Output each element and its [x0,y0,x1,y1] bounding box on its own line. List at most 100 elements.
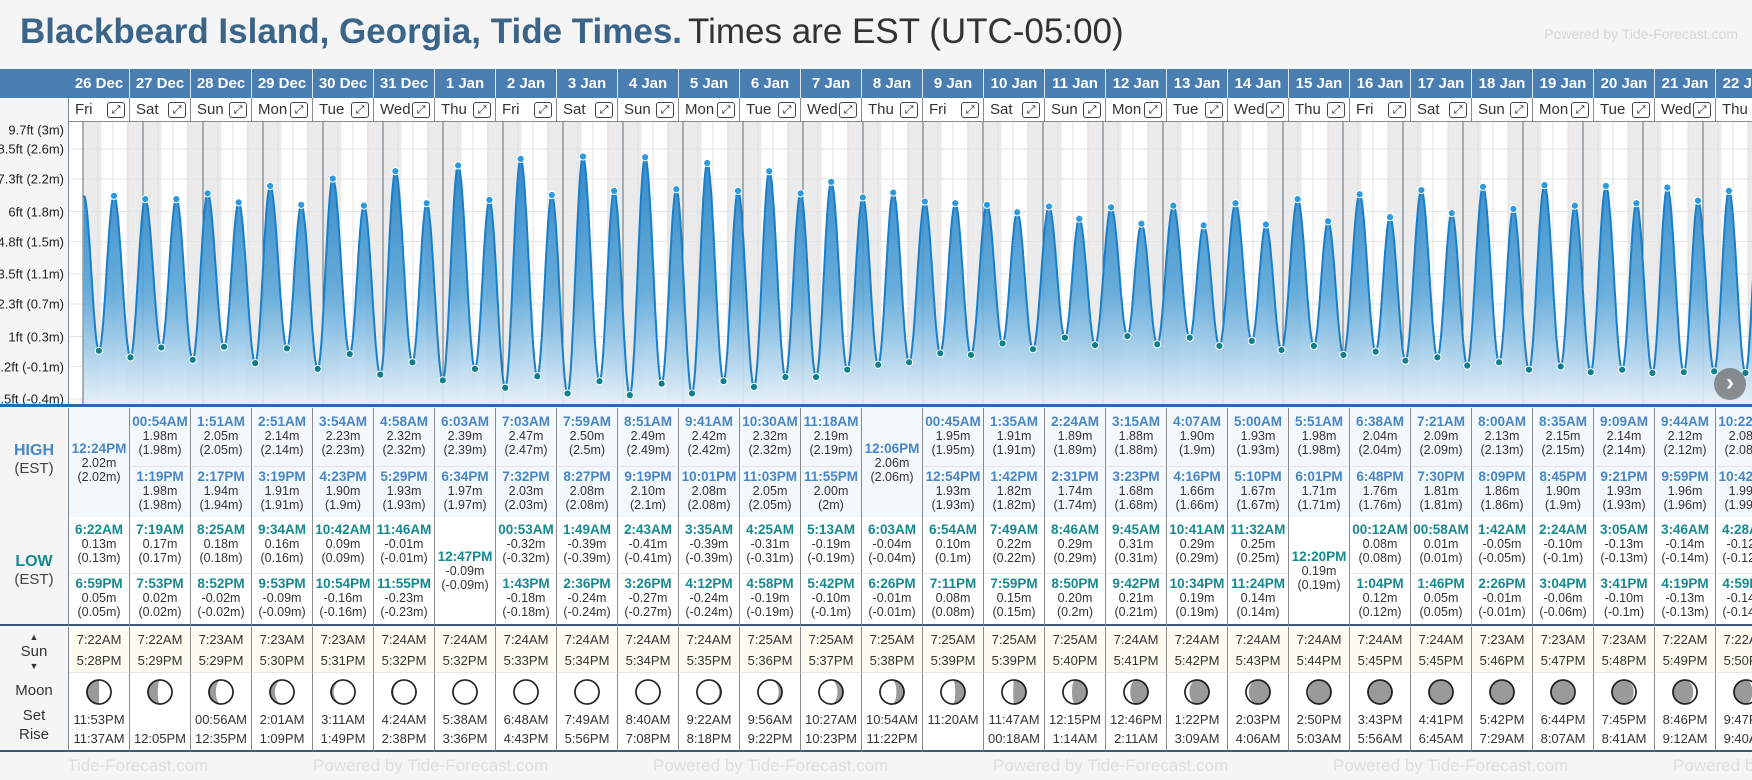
expand-day-icon[interactable]: ⤢ [1693,101,1711,118]
moonset-time: 11:47AM [988,712,1040,727]
expand-day-icon[interactable]: ⤢ [717,101,735,118]
high-tide-entry: 10:22AM2.08m(2.08m) [1717,412,1752,459]
tide-time: 5:00AM [1233,413,1282,429]
low-tide-entry: 9:45AM 0.31m (0.31m) [1107,520,1165,567]
tide-height: 2.19m [813,428,849,443]
tide-time: 5:10PM [1234,468,1282,484]
expand-day-icon[interactable]: ⤢ [900,101,918,118]
expand-day-icon[interactable]: ⤢ [168,101,186,118]
expand-day-icon[interactable]: ⤢ [1571,101,1589,118]
tide-time: 7:59AM [562,413,611,429]
tide-time: 7:19AM [135,522,184,537]
tide-time: 10:22AM [1718,413,1752,429]
sunset-time: 5:43PM [1235,652,1281,668]
moonset-time: 5:42PM [1479,712,1525,727]
moon-cell: 9:56AM 9:22PM [740,673,801,752]
sun-cell: 7:24AM 5:33PM [496,627,557,673]
sunrise-time: 7:23AM [259,631,305,647]
moon-outline [147,679,173,705]
tide-height-alt: (1.67m) [1236,497,1280,512]
date-header: 14 Jan [1228,69,1289,98]
tide-time: 11:55PM [803,468,859,484]
tide-height-alt: (2.08m) [687,497,731,512]
expand-day-icon[interactable]: ⤢ [961,101,979,118]
expand-day-icon[interactable]: ⤢ [1205,101,1223,118]
low-tide-point [94,346,104,355]
expand-day-icon[interactable]: ⤢ [1144,101,1162,118]
low-tide-point [1339,350,1348,360]
tide-height: 2.47m [508,428,544,443]
tide-height: 1.99m [1728,483,1752,498]
moon-phase-icon [1123,679,1149,705]
tide-height: -0.14m [1665,537,1705,551]
expand-day-icon[interactable]: ⤢ [656,101,674,118]
high-tide-cell: 11:18AM 2.19m (2.19m) 11:55PM 2.00m (2m) [801,408,862,517]
expand-day-icon[interactable]: ⤢ [778,101,796,118]
expand-day-icon[interactable]: ⤢ [839,101,857,118]
moonrise-time: 12:05PM [133,731,187,746]
sunrise-time: 7:25AM [991,631,1037,647]
tide-time: 6:38AM [1355,413,1404,429]
high-tide-entry: 11:55PM 2.00m (2m) [802,465,860,514]
sun-cell: 7:25AM 5:40PM [1045,627,1106,673]
low-tide-point [1090,340,1100,350]
tide-height: 0.01m [1423,537,1459,551]
tide-height: 2.13m [1484,428,1520,443]
expand-day-icon[interactable]: ⤢ [1510,101,1528,118]
sun-cell: 7:25AM 5:39PM [923,627,984,673]
weekday-cell: Tue ⤢ [740,98,801,122]
expand-day-icon[interactable]: ⤢ [1022,101,1040,118]
tide-time: 1:42PM [990,468,1038,484]
low-tide-entry: 8:25AM 0.18m (0.18m) [192,520,250,567]
tide-height-alt: (2.32m) [748,442,792,457]
high-tide-cell: 1:51AM 2.05m (2.05m) 2:17PM 1.94m (1.94m) [191,408,252,517]
expand-day-icon[interactable]: ⤢ [1632,101,1650,118]
sunset-time: 5:47PM [1540,652,1586,668]
weekday-cell: Mon ⤢ [1106,98,1167,122]
high-tide-point [1261,220,1271,229]
tide-height-alt: (1.88m) [1114,442,1158,457]
expand-day-icon[interactable]: ⤢ [473,101,491,118]
low-tide-point [282,344,292,353]
tide-height-alt: (2.47m) [504,442,548,457]
low-label: LOW [15,553,53,570]
tide-height-alt: (-0.18m) [502,605,550,619]
tide-height: -0.05m [1482,537,1522,551]
tide-height: 0.31m [1118,537,1154,551]
high-tide-cell: 6:38AM 2.04m (2.04m) 6:48PM 1.76m (1.76m) [1350,408,1411,517]
high-tide-cell: 7:59AM 2.50m (2.5m) 8:27PM 2.08m (2.08m) [557,408,618,517]
expand-day-icon[interactable]: ⤢ [1327,101,1345,118]
expand-day-icon[interactable]: ⤢ [1083,101,1101,118]
expand-day-icon[interactable]: ⤢ [1449,101,1467,118]
low-tide-point [1371,347,1380,356]
next-days-button[interactable]: › [1714,368,1746,400]
footer-powered-text: Powered by Tide-Forecast.com [993,756,1229,775]
tide-height-alt: (0.05m) [1419,605,1463,619]
tide-time: 6:54AM [928,522,977,537]
expand-day-icon[interactable]: ⤢ [412,101,430,118]
low-tide-entry: 6:22AM 0.13m (0.13m) [70,520,128,567]
sunset-time: 5:44PM [1296,652,1342,668]
expand-day-icon[interactable]: ⤢ [290,101,308,118]
moon-phase-icon [818,679,844,705]
expand-day-icon[interactable]: ⤢ [107,101,125,118]
expand-day-icon[interactable]: ⤢ [351,101,369,118]
tide-time: 4:07AM [1172,413,1221,429]
high-tide-entry: 12:54PM 1.93m (1.93m) [924,465,982,514]
low-tide-cell: 8:46AM 0.29m (0.29m) 8:50PM 0.20m (0.2m) [1045,517,1106,626]
tide-time: 11:55PM [376,576,432,591]
high-tide-point [359,201,369,210]
low-tide-entry: 10:42AM 0.09m (0.09m) [314,520,372,567]
low-tide-cell: 11:32AM 0.25m (0.25m) 11:24PM 0.14m (0.14m) [1228,517,1289,626]
tide-height-alt: (-0.04m) [868,551,916,565]
tide-height: -0.01m [1482,591,1522,605]
low-tide-point [408,358,417,367]
expand-day-icon[interactable]: ⤢ [595,101,613,118]
sunrise-time: 7:22AM [76,631,122,647]
expand-day-icon[interactable]: ⤢ [1266,101,1284,118]
expand-day-icon[interactable]: ⤢ [229,101,247,118]
date-header: 7 Jan [801,69,862,98]
expand-day-icon[interactable]: ⤢ [1388,101,1406,118]
expand-day-icon[interactable]: ⤢ [534,101,552,118]
high-tide-cell: 7:03AM 2.47m (2.47m) 7:32PM 2.03m (2.03m) [496,408,557,517]
